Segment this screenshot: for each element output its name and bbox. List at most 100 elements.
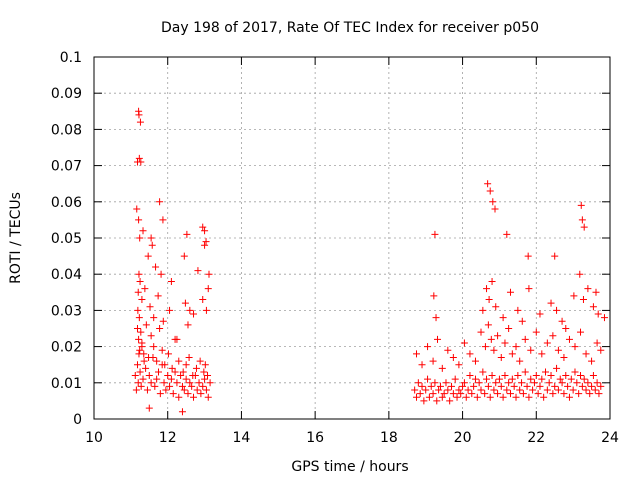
- data-point: [466, 350, 474, 358]
- data-point: [479, 306, 487, 314]
- data-point: [492, 303, 500, 311]
- data-point: [451, 375, 459, 383]
- data-point: [136, 118, 144, 126]
- data-point: [430, 292, 438, 300]
- data-point: [489, 198, 497, 206]
- data-point: [181, 299, 189, 307]
- data-point: [429, 390, 437, 398]
- data-point: [494, 390, 502, 398]
- data-point: [135, 270, 143, 278]
- x-tick-label: 22: [527, 430, 545, 446]
- data-point: [521, 335, 529, 343]
- data-point: [137, 328, 145, 336]
- data-point: [416, 390, 424, 398]
- data-point: [139, 227, 147, 235]
- plot-frame: [93, 56, 611, 420]
- data-point: [460, 339, 468, 347]
- data-point: [139, 375, 147, 383]
- data-point: [477, 386, 485, 394]
- data-point: [138, 339, 146, 347]
- data-point: [589, 303, 597, 311]
- chart-title: Day 198 of 2017, Rate Of TEC Index for r…: [161, 20, 539, 36]
- data-point: [161, 361, 169, 369]
- data-point: [527, 375, 535, 383]
- data-point: [182, 375, 190, 383]
- data-point: [135, 111, 143, 119]
- data-point: [532, 328, 540, 336]
- data-point: [155, 368, 162, 376]
- data-point: [154, 292, 162, 300]
- data-point: [184, 321, 192, 329]
- data-point: [434, 335, 442, 343]
- data-point: [525, 285, 533, 293]
- data-point: [542, 368, 549, 376]
- data-point: [540, 393, 548, 401]
- data-point: [584, 379, 592, 387]
- data-point: [558, 379, 566, 387]
- data-point: [514, 372, 522, 380]
- data-point: [597, 346, 605, 354]
- data-point: [589, 372, 597, 380]
- data-point: [529, 386, 537, 394]
- data-point: [543, 386, 551, 394]
- data-point: [142, 321, 150, 329]
- data-point: [497, 382, 505, 390]
- data-point: [600, 314, 608, 322]
- data-point: [424, 375, 432, 383]
- data-point: [135, 216, 143, 224]
- data-point: [164, 350, 172, 358]
- data-point: [573, 379, 581, 387]
- data-point: [567, 375, 575, 383]
- data-point: [152, 263, 160, 271]
- data-point: [204, 372, 212, 380]
- x-tick-label: 10: [85, 430, 103, 446]
- data-point: [578, 382, 586, 390]
- data-point: [180, 252, 188, 260]
- data-point: [510, 382, 518, 390]
- data-point: [168, 364, 176, 372]
- data-point: [167, 375, 175, 383]
- data-point: [204, 393, 212, 401]
- data-point: [440, 390, 448, 398]
- data-point: [593, 339, 601, 347]
- data-point: [151, 382, 159, 390]
- data-point: [597, 382, 605, 390]
- data-point: [471, 357, 479, 365]
- data-point: [153, 375, 161, 383]
- data-point: [201, 227, 209, 235]
- data-point: [470, 382, 478, 390]
- data-point: [137, 382, 145, 390]
- data-point: [446, 397, 454, 405]
- data-point: [484, 382, 492, 390]
- data-point: [530, 379, 538, 387]
- data-point: [429, 357, 437, 365]
- data-point: [490, 386, 498, 394]
- data-point: [455, 361, 463, 369]
- data-point: [562, 372, 570, 380]
- data-point: [483, 375, 491, 383]
- data-point: [156, 325, 164, 332]
- data-point: [177, 372, 185, 380]
- data-point: [495, 375, 503, 383]
- data-point: [554, 346, 562, 354]
- data-point: [481, 390, 489, 398]
- x-tick-label: 16: [306, 430, 324, 446]
- data-point: [422, 386, 430, 394]
- data-point: [519, 390, 527, 398]
- data-point: [508, 375, 516, 383]
- data-point: [591, 386, 599, 394]
- data-point: [150, 314, 158, 322]
- data-point: [534, 390, 542, 398]
- data-point: [582, 350, 590, 358]
- data-point: [449, 353, 457, 361]
- data-point: [516, 386, 524, 394]
- data-point: [579, 296, 587, 304]
- data-point: [195, 379, 203, 387]
- data-point: [204, 285, 212, 293]
- y-tick-label: 0.01: [51, 376, 82, 392]
- data-point: [525, 393, 533, 401]
- data-point: [501, 372, 509, 380]
- data-point: [190, 393, 198, 401]
- data-point: [564, 382, 572, 390]
